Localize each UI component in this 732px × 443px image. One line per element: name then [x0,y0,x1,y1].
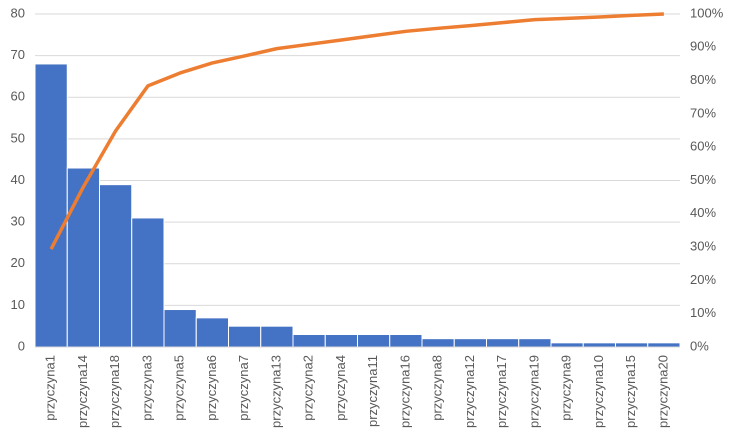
bar [66,167,100,348]
bar [453,338,487,348]
bar [421,338,455,348]
y-tick-label: 70 [11,47,25,62]
x-tick-label: przyczyna20 [655,355,670,428]
x-tick-label: przyczyna16 [397,355,412,428]
bar [486,338,520,348]
x-tick-label: przyczyna9 [559,355,574,421]
y-tick-label: 50 [11,130,25,145]
bar [647,342,681,348]
y-tick-label: 30 [11,214,25,229]
x-tick-label: przyczyna10 [591,355,606,428]
y2-tick-label: 50% [690,172,716,187]
y2-tick-label: 20% [690,272,716,287]
bar [34,63,68,348]
bar [292,334,326,348]
cumulative-line [49,12,664,250]
bar [389,334,423,348]
x-tick-label: przyczyna1 [43,355,58,421]
y2-tick-label: 80% [690,72,716,87]
x-tick-label: przyczyna18 [107,355,122,428]
y2-tick-label: 100% [690,5,724,20]
x-tick-label: przyczyna19 [526,355,541,428]
y-tick-label: 0 [18,338,25,353]
bar [550,342,584,348]
y2-tick-label: 0% [690,338,709,353]
bar [324,334,358,348]
bar [615,342,649,348]
bar [582,342,616,348]
x-tick-label: przyczyna2 [301,355,316,421]
x-tick-label: przyczyna11 [365,355,380,427]
x-tick-label: przyczyna8 [430,355,445,421]
y2-tick-label: 60% [690,139,716,154]
y-tick-label: 20 [11,255,25,270]
x-tick-label: przyczyna3 [139,355,154,421]
y2-tick-label: 70% [690,105,716,120]
bar [260,325,294,348]
bar [518,338,552,348]
y2-tick-label: 10% [690,305,716,320]
x-tick-label: przyczyna6 [204,355,219,421]
x-tick-label: przyczyna13 [268,355,283,428]
y-tick-label: 40 [11,172,25,187]
bar [131,217,165,348]
y-tick-label: 10 [11,297,25,312]
x-tick-label: przyczyna4 [333,355,348,421]
y-tick-label: 80 [11,5,25,20]
bar [228,325,262,348]
bar [357,334,391,348]
x-tick-label: przyczyna17 [494,355,509,428]
bar [163,309,197,348]
x-tick-label: przyczyna7 [236,355,251,421]
x-tick-label: przyczyna14 [75,355,90,428]
y-tick-label: 60 [11,89,25,104]
bar [195,317,229,348]
y2-tick-label: 40% [690,205,716,220]
x-tick-label: przyczyna15 [623,355,638,428]
y2-tick-label: 30% [690,239,716,254]
y2-tick-label: 90% [690,39,716,54]
x-tick-label: przyczyna5 [172,355,187,421]
bar [99,184,133,348]
x-tick-label: przyczyna12 [462,355,477,428]
